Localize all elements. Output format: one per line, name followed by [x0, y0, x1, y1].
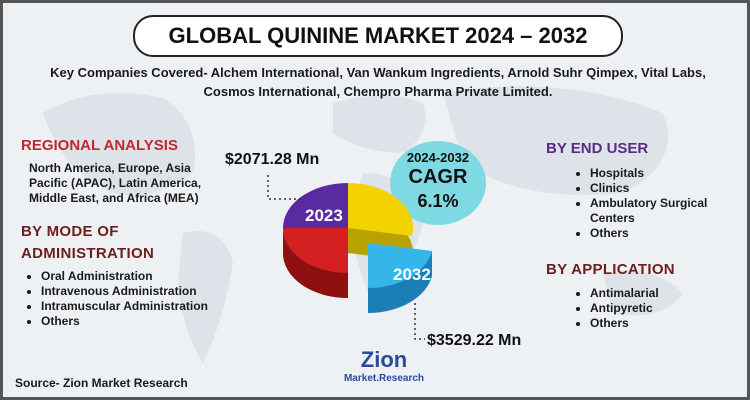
logo-name: Zion	[360, 347, 408, 372]
end-value: $3529.22 Mn	[427, 332, 522, 349]
title: GLOBAL QUININE MARKET 2024 – 2032	[133, 15, 623, 57]
subtitle: Key Companies Covered- Alchem Internatio…	[50, 65, 706, 99]
source: Source- Zion Market Research	[15, 376, 188, 390]
pie-graphic	[283, 183, 432, 313]
item-list: AntimalarialAntipyreticOthers	[574, 286, 747, 331]
list-item: Intramuscular Administration	[41, 299, 241, 314]
list-item: Ambulatory Surgical Centers	[590, 196, 747, 226]
start-value: $2071.28 Mn	[225, 151, 320, 168]
leader-lines	[267, 175, 425, 340]
section-heading: BY END USER	[546, 140, 649, 157]
item-list: Oral AdministrationIntravenous Administr…	[25, 269, 241, 329]
list-item: Others	[590, 316, 747, 331]
list-item: Others	[41, 314, 241, 329]
cagr-label: CAGR	[408, 166, 468, 188]
list-item: Intravenous Administration	[41, 284, 241, 299]
cagr-period: 2024-2032	[406, 150, 470, 165]
list-item: Antipyretic	[590, 301, 747, 316]
cagr-value: 6.1%	[417, 191, 459, 211]
item-list: HospitalsClinicsAmbulatory Surgical Cent…	[574, 166, 747, 241]
start-year: 2023	[305, 206, 343, 225]
list-item: Others	[590, 226, 747, 241]
list-item: Hospitals	[590, 166, 747, 181]
section-heading: REGIONAL ANALYSIS	[21, 137, 178, 154]
list-item: Antimalarial	[590, 286, 747, 301]
list-item: Oral Administration	[41, 269, 241, 284]
logo-tagline: Market.Research	[343, 373, 425, 384]
end-year: 2032	[393, 265, 431, 284]
section-heading: BY MODE OF ADMINISTRATION	[21, 223, 155, 262]
list-item: Clinics	[590, 181, 747, 196]
cagr-bubble	[390, 141, 486, 225]
section-text: North America, Europe, Asia Pacific (APA…	[29, 161, 202, 205]
background-art	[43, 86, 683, 363]
section-heading: BY APPLICATION	[546, 261, 675, 278]
